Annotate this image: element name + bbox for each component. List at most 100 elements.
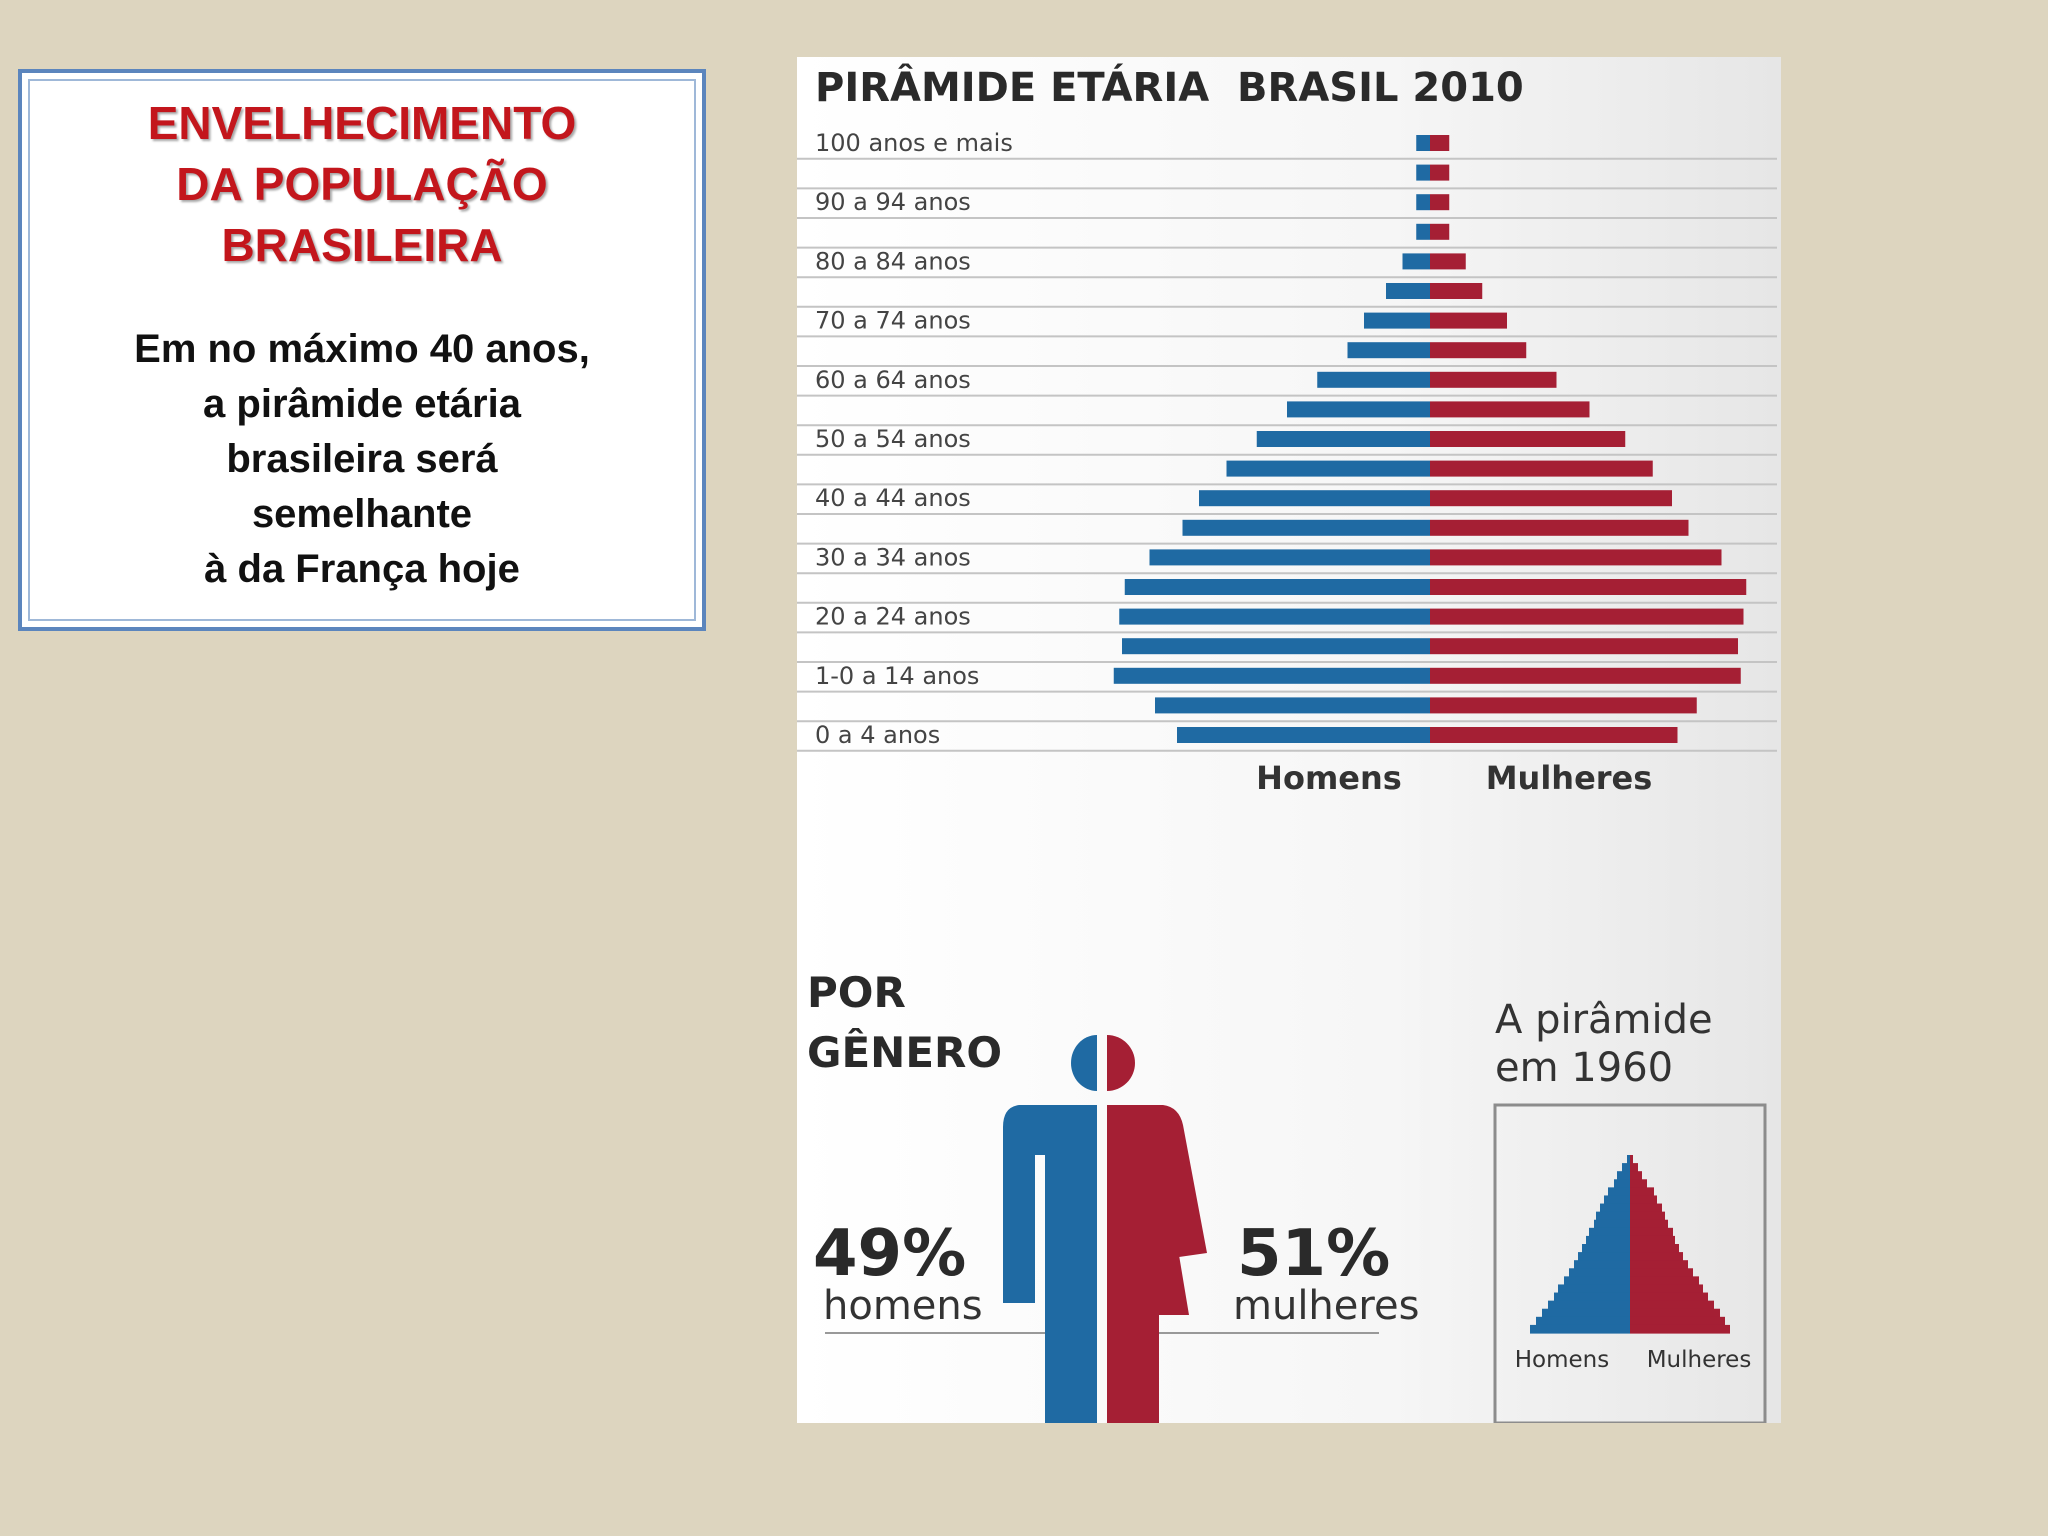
inset-women-series <box>1630 1155 1730 1334</box>
inset-bar-men <box>1574 1260 1630 1269</box>
bar-men <box>1416 135 1430 151</box>
inset-bar-women <box>1630 1284 1703 1294</box>
bar-men <box>1182 519 1430 536</box>
slide-title-line: ENVELHECIMENTO <box>147 97 577 149</box>
inset-bar-women <box>1630 1300 1714 1310</box>
bar-women <box>1430 253 1466 270</box>
bar-men <box>1199 490 1430 507</box>
bar-men <box>1226 460 1430 477</box>
tick-label: 50 a 54 anos <box>815 425 971 453</box>
inset-bar-men <box>1617 1171 1630 1180</box>
inset-bar-women <box>1630 1155 1633 1164</box>
bar-women <box>1430 194 1450 211</box>
inset-title-line: em 1960 <box>1495 1045 1673 1091</box>
inset-bar-men <box>1530 1324 1630 1334</box>
tick-label: 90 a 94 anos <box>815 188 971 216</box>
slide-body-line: brasileira será <box>226 437 498 481</box>
inset-bar-women <box>1630 1187 1654 1197</box>
bar-women <box>1430 638 1738 655</box>
woman-head <box>1107 1035 1135 1091</box>
inset-bar-men <box>1564 1276 1630 1286</box>
slide-title-line: DA POPULAÇÃO <box>176 158 548 210</box>
inset-legend-women: Mulheres <box>1647 1347 1752 1373</box>
inset-bar-men <box>1596 1211 1630 1221</box>
slide-body: Em no máximo 40 anos, a pirâmide etária … <box>22 322 702 597</box>
slide-title: ENVELHECIMENTO DA POPULAÇÃO BRASILEIRA <box>22 93 702 276</box>
tick-label: 60 a 64 anos <box>815 366 971 394</box>
tick-label: 80 a 84 anos <box>815 247 971 275</box>
bar-men <box>1347 342 1430 359</box>
inset-bar-men <box>1608 1187 1630 1197</box>
pyramid-title: PIRÂMIDE ETÁRIA BRASIL 2010 <box>815 63 1524 111</box>
bar-men <box>1124 579 1430 595</box>
inset-bar-women <box>1630 1324 1730 1334</box>
pyramid-grid <box>797 157 1777 752</box>
bar-women <box>1430 342 1527 359</box>
inset-bar-women <box>1630 1268 1693 1277</box>
men-percentage: 49% <box>813 1217 966 1291</box>
bar-women <box>1430 223 1450 240</box>
inset-bar-men <box>1604 1195 1630 1205</box>
bar-men <box>1386 283 1430 299</box>
legend-women-label: Mulheres <box>1486 759 1653 797</box>
bar-men <box>1122 638 1430 655</box>
bar-women <box>1430 697 1697 714</box>
bar-women <box>1430 549 1722 566</box>
inset-frame <box>1493 1103 1767 1423</box>
inset-bar-men <box>1600 1203 1630 1213</box>
inset-bar-women <box>1630 1235 1675 1245</box>
bar-men <box>1149 549 1430 566</box>
tick-label: 0 a 4 anos <box>815 721 940 749</box>
inset-bar-men <box>1578 1252 1630 1261</box>
bar-men <box>1256 431 1430 447</box>
bar-women <box>1430 312 1507 329</box>
pyramid-tick-labels: 100 anos e mais 90 a 94 anos 80 a 84 anos 7… <box>815 129 1013 749</box>
tick-label: 100 anos e mais <box>815 129 1013 157</box>
inset-bar-men <box>1627 1155 1630 1164</box>
gender-title-line: GÊNERO <box>807 1027 1002 1077</box>
bar-men <box>1119 608 1430 625</box>
inset-bar-men <box>1586 1235 1630 1245</box>
inset-bar-men <box>1569 1268 1630 1277</box>
slide-text-box: ENVELHECIMENTO DA POPULAÇÃO BRASILEIRA E… <box>18 69 706 631</box>
gender-figure <box>825 1035 1379 1423</box>
bar-women <box>1430 667 1741 684</box>
inset-bar-women <box>1630 1292 1708 1302</box>
bar-women <box>1430 579 1747 595</box>
inset-bar-men <box>1542 1308 1630 1318</box>
bar-men <box>1402 253 1430 270</box>
inset-bar-men <box>1548 1300 1630 1310</box>
bar-women <box>1430 431 1626 447</box>
bar-women <box>1430 727 1678 743</box>
bar-men <box>1155 697 1430 714</box>
inset-bar-women <box>1630 1308 1720 1318</box>
inset-bar-women <box>1630 1260 1688 1269</box>
bar-women <box>1430 164 1450 181</box>
pyramid-women-series <box>1430 135 1747 743</box>
tick-label: 70 a 74 anos <box>815 307 971 335</box>
infographic-image: PIRÂMIDE ETÁRIA BRASIL 2010 100 anos e m… <box>797 57 1781 1423</box>
bar-women <box>1430 490 1672 507</box>
bar-women <box>1430 401 1590 418</box>
bar-men <box>1416 223 1430 240</box>
inset-bar-men <box>1614 1179 1630 1188</box>
man-head <box>1071 1035 1097 1091</box>
infographic-svg: PIRÂMIDE ETÁRIA BRASIL 2010 100 anos e m… <box>797 63 1777 1423</box>
woman-body <box>1107 1105 1207 1423</box>
inset-bar-men <box>1536 1316 1630 1326</box>
bar-men <box>1416 194 1430 211</box>
slide-title-line: BRASILEIRA <box>221 219 503 271</box>
bar-women <box>1430 608 1744 625</box>
inset-bar-women <box>1630 1171 1642 1180</box>
bar-women <box>1430 519 1689 536</box>
men-caption: homens <box>823 1283 983 1329</box>
bar-women <box>1430 460 1653 477</box>
inset-legend-men: Homens <box>1515 1347 1609 1373</box>
inset-bar-men <box>1558 1284 1630 1294</box>
inset-bar-women <box>1630 1227 1673 1237</box>
inset-bar-men <box>1582 1244 1630 1253</box>
slide-body-line: à da França hoje <box>204 547 520 591</box>
inset-bar-women <box>1630 1276 1699 1286</box>
bar-women <box>1430 283 1483 299</box>
bar-men <box>1287 401 1430 418</box>
